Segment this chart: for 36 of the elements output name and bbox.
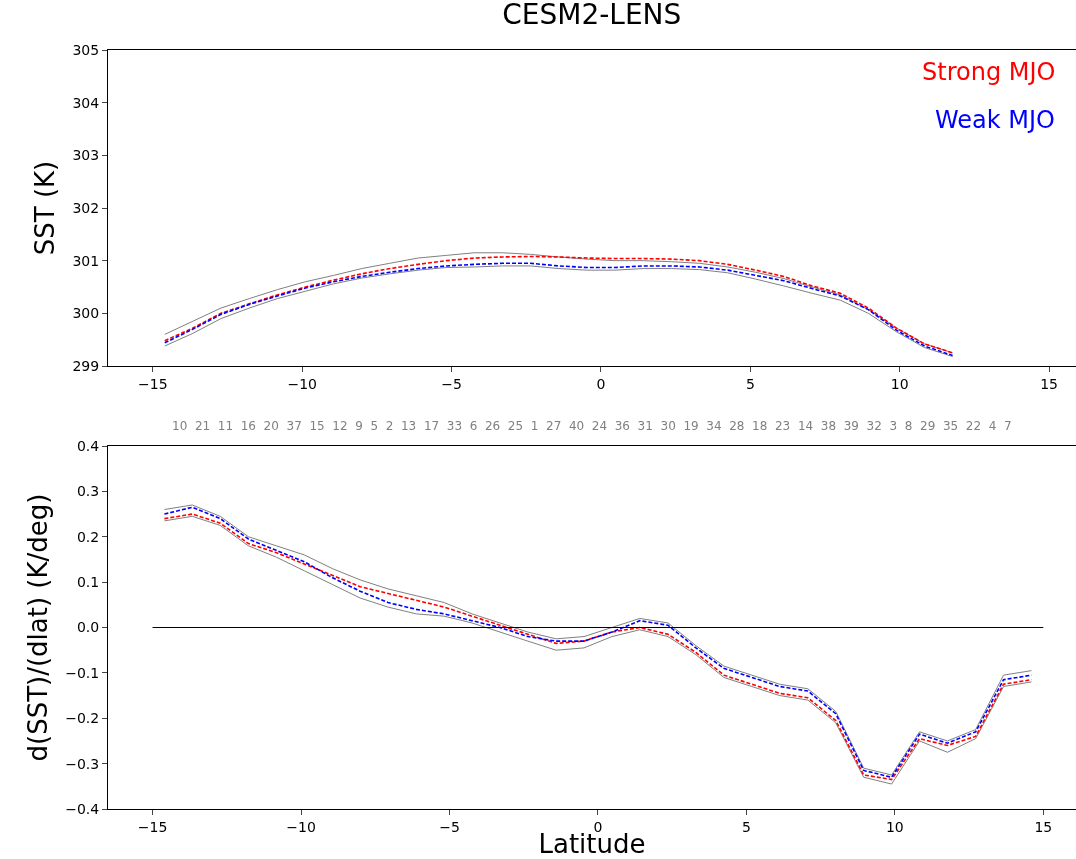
y-tick-label: 0.0 bbox=[76, 619, 100, 636]
x-tick-label: 5 bbox=[741, 818, 751, 835]
y-tick-label: 0.4 bbox=[76, 437, 100, 454]
y-tick-label: 305 bbox=[72, 41, 100, 58]
x-tick-label: 15 bbox=[1034, 818, 1053, 835]
y-tick-label: 0.3 bbox=[76, 483, 100, 500]
x-tick-label: −5 bbox=[441, 375, 462, 392]
x-tick-label: −15 bbox=[138, 375, 168, 392]
y-tick-label: 299 bbox=[72, 357, 100, 374]
text: Strong MJO bbox=[922, 58, 1056, 86]
y-tick-label: 0.2 bbox=[76, 528, 100, 545]
text: Weak MJO bbox=[935, 106, 1055, 134]
x-tick-label: −10 bbox=[286, 818, 316, 835]
x-tick-label: 10 bbox=[885, 818, 904, 835]
y-tick-label: −0.1 bbox=[65, 664, 100, 681]
y-tick-label: 304 bbox=[72, 94, 100, 111]
y-tick-label: −0.3 bbox=[65, 755, 100, 772]
y-tick-label: 300 bbox=[72, 305, 100, 322]
y-axis-title: SST (K) bbox=[29, 160, 60, 256]
chart-title: CESM2-LENS bbox=[502, 0, 682, 31]
y-tick-label: −0.4 bbox=[65, 800, 100, 817]
y-tick-label: 0.1 bbox=[76, 574, 100, 591]
y-tick-label: 303 bbox=[72, 147, 100, 164]
x-tick-label: 10 bbox=[890, 375, 909, 392]
x-tick-label: 0 bbox=[593, 818, 603, 835]
y-tick-label: 301 bbox=[72, 252, 100, 269]
x-tick-label: −5 bbox=[439, 818, 460, 835]
x-tick-label: −10 bbox=[287, 375, 317, 392]
text: 10 21 11 16 20 37 15 12 9 5 2 13 17 33 6 26 25 1 27 40 24 36 31 30 19 34 28 18 23 14 38 39 32 3 8 29 35 22 4 7 bbox=[172, 419, 1012, 433]
x-tick-label: 15 bbox=[1040, 375, 1059, 392]
y-tick-label: 302 bbox=[72, 199, 100, 216]
x-tick-label: 5 bbox=[745, 375, 755, 392]
x-tick-label: 0 bbox=[596, 375, 606, 392]
x-tick-label: −15 bbox=[137, 818, 168, 835]
y-axis-title: d(SST)/(dlat) (K/deg) bbox=[22, 493, 53, 762]
y-tick-label: −0.2 bbox=[65, 710, 100, 727]
